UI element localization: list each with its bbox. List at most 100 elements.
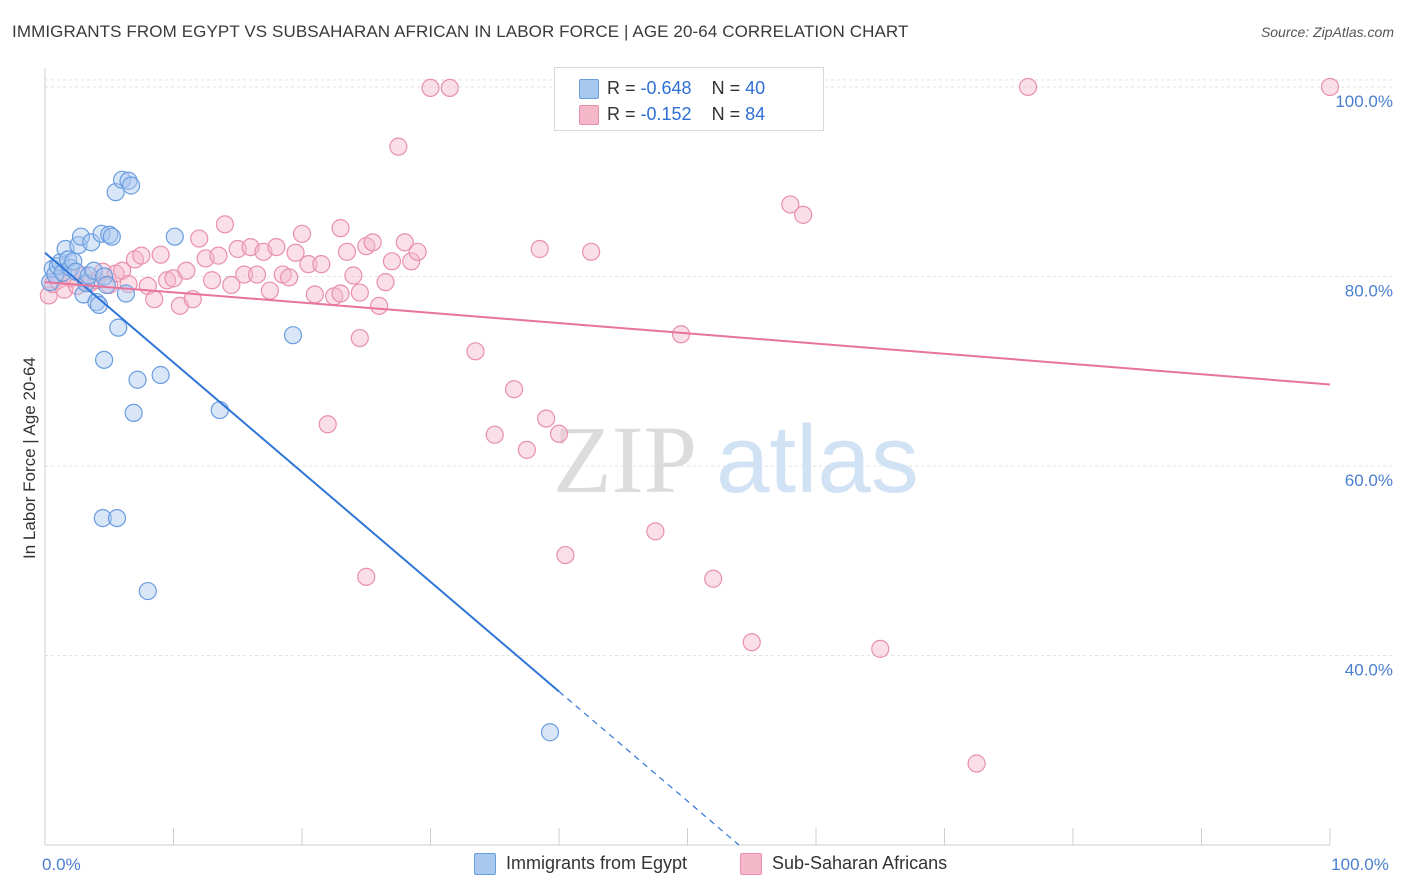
data-point-subsaharan xyxy=(704,569,723,588)
legend-row-egypt: R = -0.648 N = 40 xyxy=(579,76,765,100)
data-point-egypt xyxy=(93,508,112,528)
x-tick-label: 0.0% xyxy=(42,855,81,874)
data-point-subsaharan xyxy=(202,271,222,290)
data-point-egypt xyxy=(128,370,147,389)
bottom-legend-label-subsaharan: Sub-Saharan Africans xyxy=(772,853,948,873)
data-point-egypt xyxy=(95,350,114,369)
regression-extension-egypt xyxy=(558,691,740,846)
data-point-subsaharan xyxy=(357,567,376,586)
data-point-subsaharan xyxy=(350,283,369,302)
watermark-zip: ZIP xyxy=(553,406,697,513)
data-point-subsaharan xyxy=(646,522,665,541)
data-point-subsaharan xyxy=(344,266,363,285)
data-point-subsaharan xyxy=(742,633,761,652)
tick-labels: 100.0% 80.0% 60.0% 40.0% 0.0% 100.0% xyxy=(42,92,1393,874)
data-point-subsaharan xyxy=(190,229,209,248)
data-point-subsaharan xyxy=(247,265,267,284)
data-point-subsaharan xyxy=(337,242,357,261)
data-point-subsaharan xyxy=(530,239,549,259)
data-point-egypt xyxy=(121,176,141,195)
data-point-subsaharan xyxy=(331,284,350,303)
data-point-subsaharan xyxy=(389,137,408,156)
regression-line-subsaharan xyxy=(44,281,1331,386)
data-point-subsaharan xyxy=(267,237,286,257)
data-point-egypt xyxy=(112,170,132,189)
y-tick-label: 100.0% xyxy=(1335,92,1393,111)
legend-n-label: N = xyxy=(711,104,746,124)
data-point-egypt xyxy=(124,403,143,423)
x-tick-label: 100.0% xyxy=(1331,855,1389,874)
data-point-subsaharan xyxy=(440,78,459,97)
bottom-legend-egypt: Immigrants from Egypt xyxy=(474,853,688,876)
data-point-subsaharan xyxy=(157,271,177,290)
data-point-subsaharan xyxy=(299,255,318,274)
data-point-egypt xyxy=(540,723,560,742)
axes xyxy=(44,68,1331,846)
data-point-subsaharan xyxy=(312,255,331,274)
data-point-subsaharan xyxy=(286,243,305,262)
data-point-subsaharan xyxy=(151,245,170,264)
data-point-subsaharan xyxy=(132,246,151,265)
bottom-legend-swatch-subsaharan xyxy=(740,853,762,876)
legend-r-value: -0.648 xyxy=(640,78,692,98)
legend-r-label: R = xyxy=(607,104,641,124)
data-point-subsaharan xyxy=(582,242,601,261)
data-point-subsaharan xyxy=(781,195,800,214)
correlation-legend: R = -0.648 N = 40 R = -0.152 N = 84 xyxy=(554,67,824,131)
legend-swatch-subsaharan xyxy=(579,105,599,126)
data-point-subsaharan xyxy=(376,273,395,292)
data-point-egypt xyxy=(210,400,229,420)
data-point-egypt xyxy=(102,227,121,246)
data-point-subsaharan xyxy=(331,219,350,238)
data-point-egypt xyxy=(87,292,106,312)
chart-title: IMMIGRANTS FROM EGYPT VS SUBSAHARAN AFRI… xyxy=(12,22,909,41)
bottom-legend-label-egypt: Immigrants from Egypt xyxy=(506,853,688,873)
data-point-subsaharan xyxy=(318,415,337,434)
legend-n-value: 84 xyxy=(745,104,766,124)
data-point-subsaharan xyxy=(305,285,324,304)
legend-row-subsaharan: R = -0.152 N = 84 xyxy=(579,102,765,126)
data-point-subsaharan xyxy=(350,328,369,348)
data-point-subsaharan xyxy=(209,246,228,265)
regression-line-egypt xyxy=(44,252,560,693)
y-tick-label: 40.0% xyxy=(1345,660,1393,679)
data-point-subsaharan xyxy=(549,424,569,443)
data-point-subsaharan xyxy=(280,268,299,287)
data-point-egypt xyxy=(165,227,184,246)
legend-n-value: 40 xyxy=(745,78,766,98)
bottom-legend-subsaharan: Sub-Saharan Africans xyxy=(740,853,948,876)
data-point-egypt xyxy=(283,326,303,345)
data-point-egypt xyxy=(119,171,138,190)
data-point-subsaharan xyxy=(871,639,890,658)
bottom-legend-swatch-egypt xyxy=(474,853,496,876)
watermark: ZIP atlas xyxy=(553,406,919,513)
data-point-subsaharan xyxy=(215,215,234,234)
regression-lines xyxy=(44,252,1331,846)
data-point-subsaharan xyxy=(260,281,279,300)
data-point-egypt xyxy=(84,261,103,280)
data-point-subsaharan xyxy=(1018,77,1038,97)
data-point-subsaharan xyxy=(504,380,524,399)
data-point-egypt xyxy=(92,224,111,243)
data-point-subsaharan xyxy=(363,233,382,252)
data-point-egypt xyxy=(71,227,91,246)
gridlines xyxy=(45,79,1392,656)
data-point-egypt xyxy=(109,318,128,337)
data-point-egypt xyxy=(138,581,157,601)
data-point-subsaharan xyxy=(370,296,389,315)
data-point-subsaharan xyxy=(794,205,813,224)
series-subsaharan-points xyxy=(39,77,1340,773)
data-point-egypt xyxy=(151,365,170,385)
legend-swatch-egypt xyxy=(579,79,599,100)
legend-n-label: N = xyxy=(711,78,746,98)
data-point-egypt xyxy=(107,508,127,528)
watermark-atlas: atlas xyxy=(716,406,919,513)
data-point-subsaharan xyxy=(556,545,575,565)
legend-r-value: -0.152 xyxy=(640,104,692,124)
y-tick-label: 80.0% xyxy=(1345,281,1393,300)
data-point-egypt xyxy=(100,225,119,244)
data-point-subsaharan xyxy=(1320,77,1340,97)
data-point-subsaharan xyxy=(395,233,414,252)
legend-r-label: R = xyxy=(607,78,641,98)
